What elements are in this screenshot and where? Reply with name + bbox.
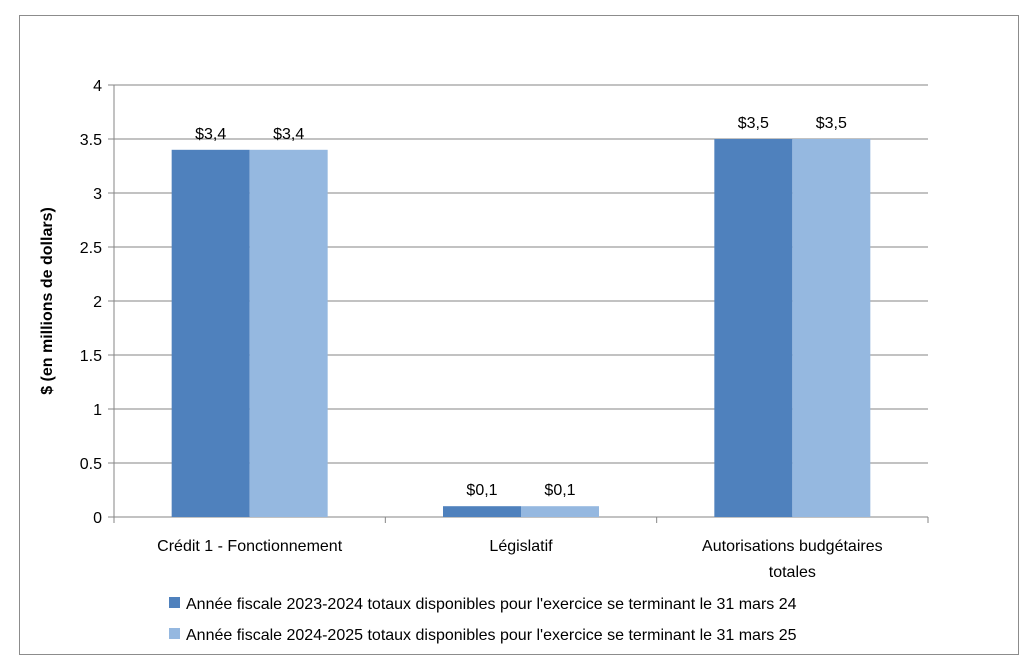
legend-label: Année fiscale 2023-2024 totaux disponibl… (186, 596, 797, 613)
y-tick-label: 4 (93, 78, 102, 95)
data-label: $0,1 (544, 482, 575, 499)
y-tick-label: 3.5 (80, 132, 102, 149)
y-tick-label: 2 (93, 294, 102, 311)
category-label: Crédit 1 - Fonctionnement (157, 538, 343, 555)
y-tick-label: 0 (93, 510, 102, 527)
legend-swatch (169, 628, 180, 639)
legend-swatch (169, 597, 180, 608)
bar (792, 139, 871, 517)
legend-label: Année fiscale 2024-2025 totaux disponibl… (186, 627, 797, 644)
data-label: $0,1 (466, 482, 497, 499)
bar (249, 149, 328, 518)
y-tick-label: 1 (93, 402, 102, 419)
category-label: Législatif (489, 538, 553, 555)
data-label: $3,4 (273, 126, 304, 143)
y-tick-label: 2.5 (80, 240, 102, 257)
y-tick-label: 3 (93, 186, 102, 203)
data-label: $3,5 (816, 115, 847, 132)
data-label: $3,5 (738, 115, 769, 132)
bar (714, 139, 793, 517)
bar (171, 149, 250, 518)
y-axis-title: $ (en millions de dollars) (39, 207, 56, 395)
y-tick-label: 1.5 (80, 348, 102, 365)
data-label: $3,4 (195, 126, 226, 143)
category-label: Autorisations budgétaires (702, 538, 883, 555)
category-label: totales (769, 564, 816, 581)
bar (521, 506, 599, 517)
y-tick-label: 0.5 (80, 456, 102, 473)
bar (443, 506, 521, 517)
